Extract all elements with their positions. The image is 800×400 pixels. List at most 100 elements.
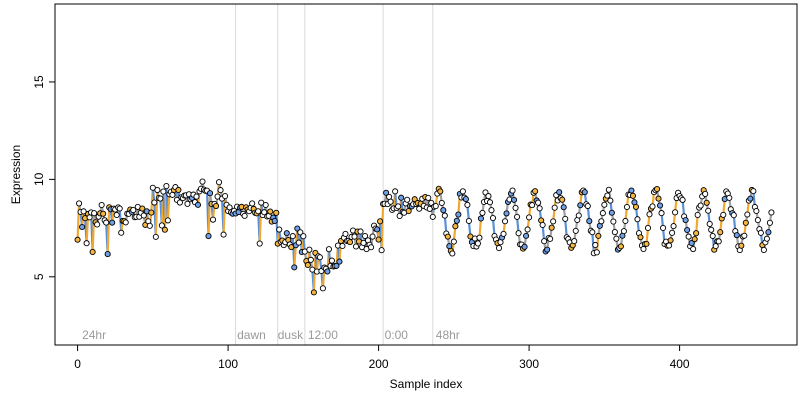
data-point — [276, 226, 283, 233]
data-point — [742, 219, 749, 226]
data-point — [429, 213, 436, 220]
data-point — [486, 199, 494, 206]
data-point — [765, 229, 772, 236]
x-axis: 0 100 200 300 400 — [74, 344, 690, 371]
region-label-layer: 24hr dawn dusk 12:00 0:00 48hr — [82, 328, 460, 342]
data-point — [632, 203, 640, 210]
data-point — [80, 208, 87, 215]
data-point — [86, 214, 93, 221]
data-point — [610, 218, 617, 225]
data-point — [577, 202, 584, 209]
series-segment — [207, 192, 212, 238]
data-point — [477, 215, 484, 222]
data-point — [89, 248, 96, 255]
data-point — [220, 231, 227, 238]
data-point — [730, 212, 737, 219]
data-point — [726, 194, 733, 201]
data-point — [500, 230, 507, 237]
data-point — [551, 204, 558, 211]
data-point — [682, 217, 689, 224]
data-point — [717, 229, 724, 236]
data-point — [103, 219, 110, 226]
data-point — [152, 233, 159, 240]
data-point — [342, 230, 349, 237]
data-point — [536, 205, 543, 212]
x-tick-label: 100 — [218, 357, 238, 371]
series-segment — [222, 194, 227, 236]
data-point — [453, 217, 460, 224]
data-point — [744, 211, 751, 218]
data-point — [658, 210, 665, 217]
data-point — [550, 218, 557, 225]
x-axis-title: Sample index — [390, 377, 463, 391]
data-point — [593, 249, 600, 256]
data-point — [300, 233, 307, 240]
data-point — [130, 207, 137, 214]
region-label: dusk — [278, 328, 304, 342]
data-point — [455, 211, 462, 218]
series-segment — [695, 213, 699, 235]
data-point — [361, 232, 369, 240]
y-tick-label: 5 — [32, 273, 46, 280]
data-point — [94, 221, 101, 228]
region-label: 0:00 — [385, 328, 409, 342]
data-point — [139, 205, 146, 212]
data-point — [98, 201, 105, 209]
data-point — [140, 212, 147, 219]
data-point — [352, 243, 360, 250]
data-point — [556, 189, 563, 196]
data-point — [750, 188, 757, 195]
data-point — [113, 211, 120, 219]
data-point — [193, 193, 200, 200]
data-point — [598, 218, 605, 225]
data-point — [328, 257, 335, 264]
data-point — [622, 217, 629, 225]
region-label: 48hr — [436, 328, 460, 342]
data-point — [122, 219, 129, 226]
data-point — [544, 246, 551, 253]
data-point — [738, 242, 745, 249]
data-point — [595, 232, 602, 239]
data-point — [760, 246, 767, 253]
data-point — [283, 230, 290, 237]
data-point — [184, 200, 191, 207]
data-point — [83, 240, 90, 247]
data-point — [160, 188, 167, 195]
data-point — [206, 190, 214, 197]
data-point — [151, 199, 158, 206]
data-point — [360, 239, 367, 247]
data-point — [396, 212, 403, 220]
data-point — [316, 254, 323, 261]
data-point — [217, 187, 224, 194]
data-point — [548, 224, 555, 231]
data-point — [176, 199, 183, 206]
data-point — [720, 211, 727, 218]
data-point — [289, 233, 296, 240]
data-point — [339, 242, 346, 250]
data-point — [146, 222, 153, 229]
data-point — [634, 216, 641, 223]
x-tick-label: 300 — [519, 357, 539, 371]
data-point — [659, 224, 667, 231]
data-point — [679, 196, 686, 203]
data-point — [495, 245, 503, 252]
data-point — [515, 230, 522, 237]
data-point — [754, 217, 761, 224]
data-point — [646, 211, 653, 218]
data-point — [702, 190, 709, 197]
data-point — [688, 240, 695, 247]
data-point — [559, 196, 566, 203]
data-point — [510, 196, 518, 203]
data-point — [255, 208, 262, 215]
data-point — [375, 236, 382, 243]
data-point — [256, 240, 263, 247]
data-point — [104, 251, 111, 258]
data-point — [154, 186, 161, 194]
data-point — [474, 240, 481, 247]
data-point — [523, 232, 530, 239]
data-point — [100, 210, 107, 217]
data-point — [766, 219, 773, 226]
data-point — [462, 196, 469, 203]
data-point — [357, 228, 364, 235]
data-point — [444, 233, 451, 240]
